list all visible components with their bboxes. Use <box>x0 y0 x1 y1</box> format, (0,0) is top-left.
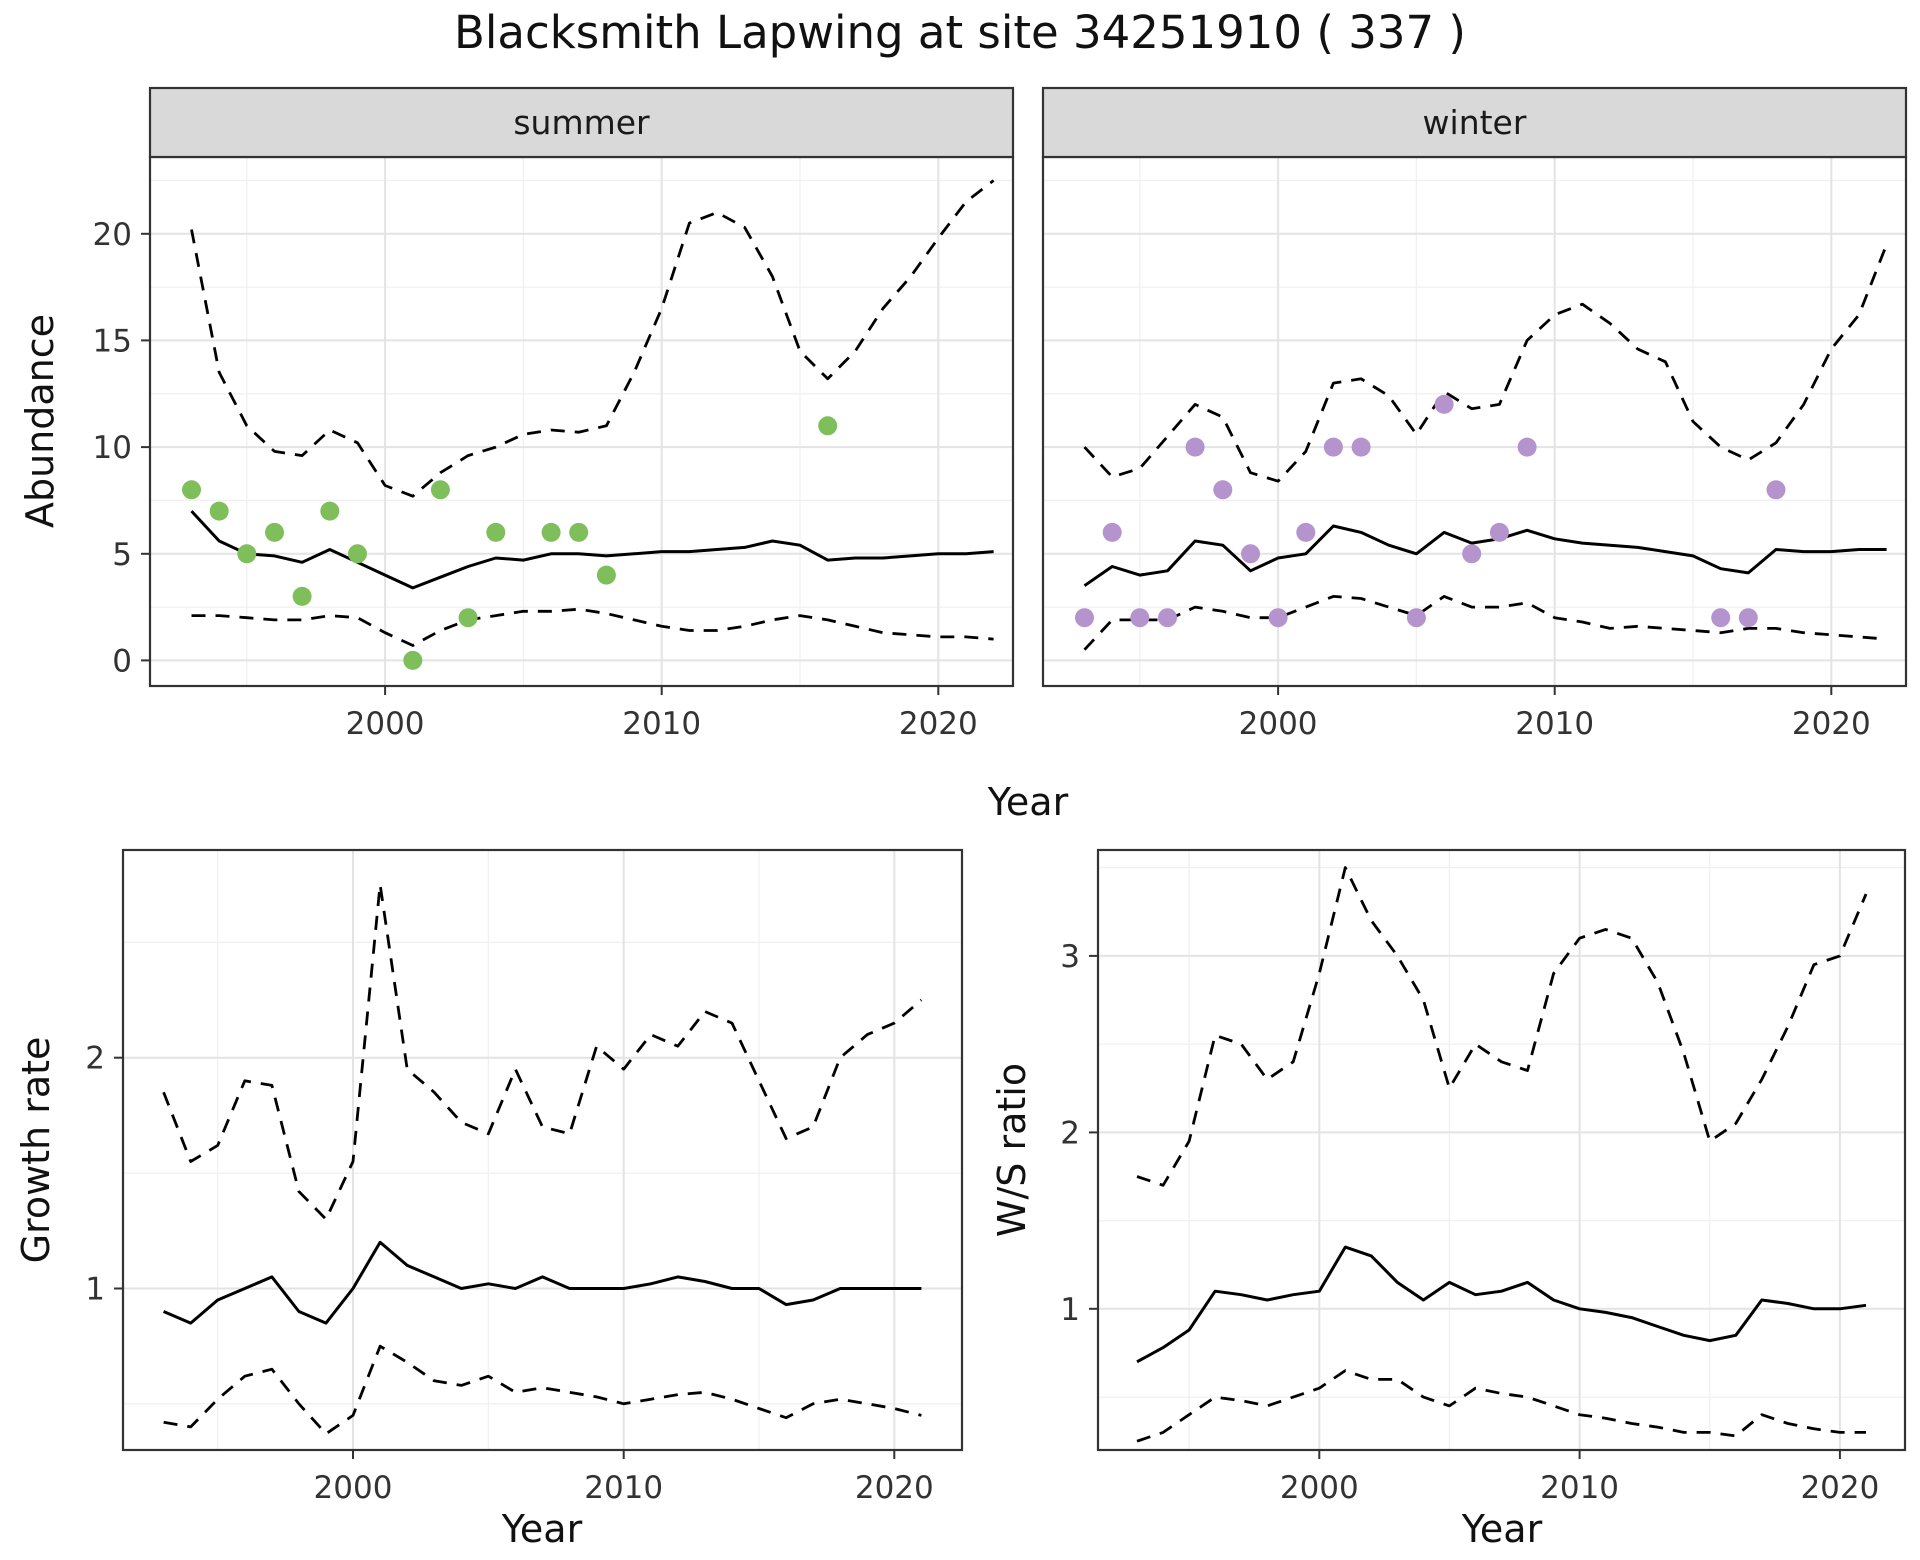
chart-title: Blacksmith Lapwing at site 34251910 ( 33… <box>454 6 1466 59</box>
svg-text:10: 10 <box>93 430 132 466</box>
svg-text:2: 2 <box>1060 1115 1080 1151</box>
svg-text:2010: 2010 <box>1515 706 1594 742</box>
svg-text:15: 15 <box>93 323 132 359</box>
svg-text:5: 5 <box>112 537 132 573</box>
svg-text:2010: 2010 <box>1540 1470 1619 1506</box>
facet-strip-summer: summer <box>513 103 650 142</box>
svg-text:2020: 2020 <box>1792 706 1871 742</box>
growth-rate-y-axis-label: Growth rate <box>14 1036 58 1264</box>
abundance-y-axis-label: Abundance <box>18 313 62 529</box>
svg-text:2000: 2000 <box>346 706 425 742</box>
svg-text:2010: 2010 <box>584 1470 663 1506</box>
ws-ratio-x-axis-label: Year <box>1461 1507 1543 1551</box>
svg-text:2: 2 <box>85 1041 105 1077</box>
svg-text:1: 1 <box>1060 1292 1080 1328</box>
svg-text:2000: 2000 <box>1280 1470 1359 1506</box>
svg-text:3: 3 <box>1060 939 1080 975</box>
svg-text:2020: 2020 <box>899 706 978 742</box>
svg-text:1: 1 <box>85 1272 105 1308</box>
svg-text:2010: 2010 <box>622 706 701 742</box>
facet-strip-winter: winter <box>1422 103 1527 142</box>
abundance-x-axis-label: Year <box>987 780 1069 824</box>
svg-text:2000: 2000 <box>1239 706 1318 742</box>
svg-text:2000: 2000 <box>314 1470 393 1506</box>
growth-rate-x-axis-label: Year <box>501 1507 583 1551</box>
svg-text:0: 0 <box>112 643 132 679</box>
ws-ratio-y-axis-label: W/S ratio <box>990 1062 1034 1238</box>
svg-text:2020: 2020 <box>1800 1470 1879 1506</box>
svg-text:20: 20 <box>93 217 132 253</box>
svg-text:2020: 2020 <box>855 1470 934 1506</box>
